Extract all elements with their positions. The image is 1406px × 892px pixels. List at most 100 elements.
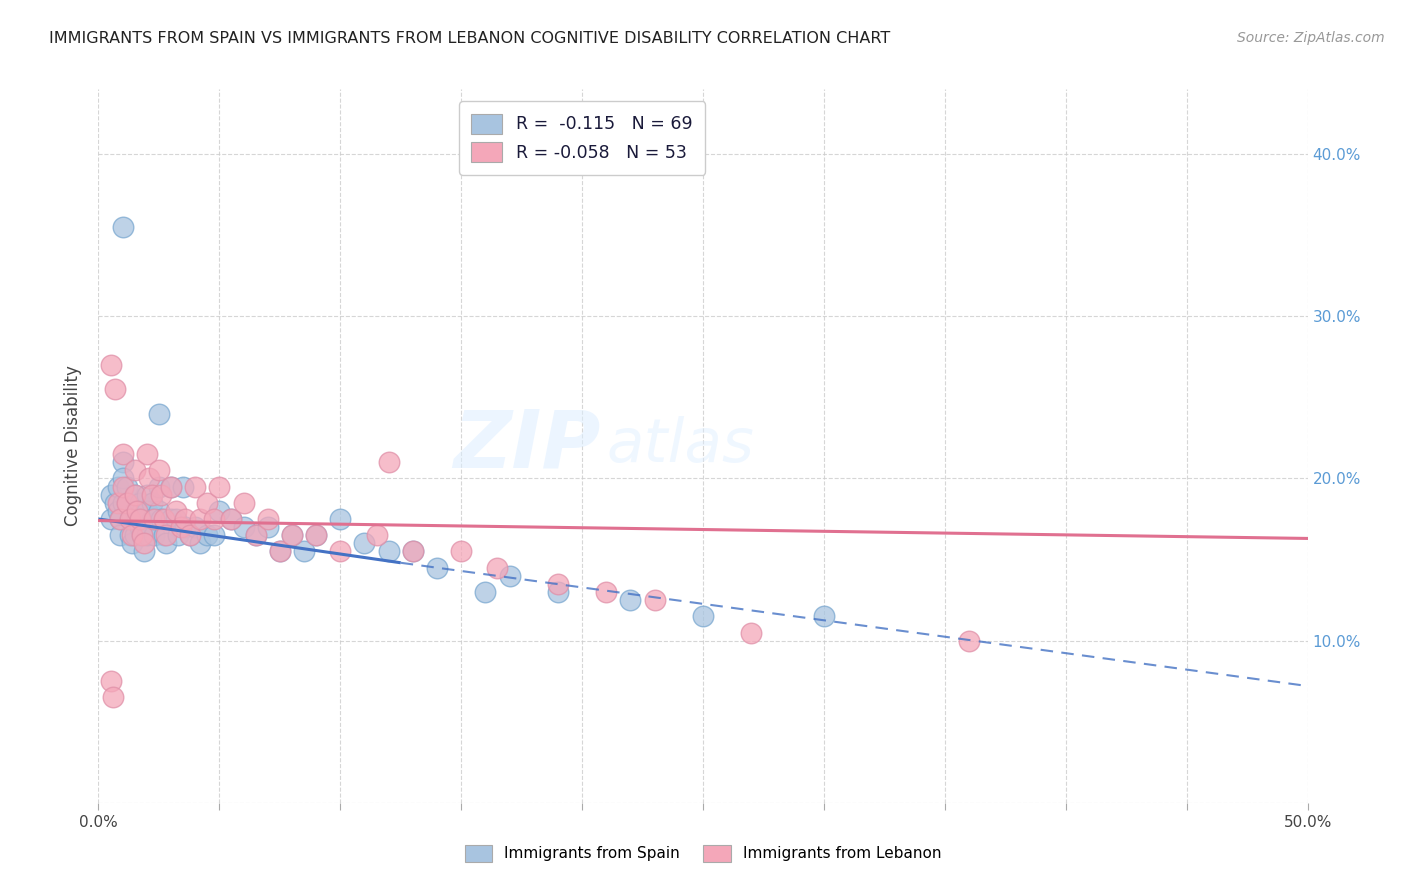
- Point: [184, 520, 207, 534]
- Point: [100, 512, 122, 526]
- Point: [111, 471, 134, 485]
- Point: [245, 528, 267, 542]
- Point: [128, 520, 150, 534]
- Point: [124, 488, 146, 502]
- Point: [152, 528, 174, 542]
- Point: [104, 496, 127, 510]
- Point: [692, 609, 714, 624]
- Point: [100, 674, 122, 689]
- Point: [155, 528, 177, 542]
- Point: [131, 528, 153, 542]
- Point: [329, 512, 352, 526]
- Point: [188, 512, 211, 526]
- Point: [121, 536, 143, 550]
- Point: [108, 528, 131, 542]
- Text: atlas: atlas: [606, 417, 754, 475]
- Point: [169, 520, 191, 534]
- Point: [135, 447, 157, 461]
- Point: [118, 528, 141, 542]
- Point: [232, 496, 254, 510]
- Point: [208, 479, 231, 493]
- Point: [100, 358, 122, 372]
- Point: [165, 512, 187, 526]
- Point: [141, 512, 163, 526]
- Point: [117, 479, 139, 493]
- Point: [118, 512, 141, 526]
- Point: [101, 690, 124, 705]
- Point: [107, 504, 129, 518]
- Point: [141, 488, 163, 502]
- Point: [221, 512, 243, 526]
- Point: [208, 504, 231, 518]
- Point: [111, 455, 134, 469]
- Legend: R =  -0.115   N = 69, R = -0.058   N = 53: R = -0.115 N = 69, R = -0.058 N = 53: [458, 102, 706, 175]
- Point: [957, 633, 980, 648]
- Point: [245, 528, 267, 542]
- Point: [474, 585, 496, 599]
- Point: [174, 520, 197, 534]
- Point: [134, 544, 156, 558]
- Point: [188, 536, 211, 550]
- Point: [174, 512, 197, 526]
- Point: [179, 528, 201, 542]
- Point: [150, 488, 173, 502]
- Point: [128, 496, 150, 510]
- Point: [377, 544, 399, 558]
- Point: [118, 512, 141, 526]
- Point: [135, 528, 157, 542]
- Point: [305, 528, 328, 542]
- Text: ZIP: ZIP: [453, 407, 600, 485]
- Text: IMMIGRANTS FROM SPAIN VS IMMIGRANTS FROM LEBANON COGNITIVE DISABILITY CORRELATIO: IMMIGRANTS FROM SPAIN VS IMMIGRANTS FROM…: [49, 31, 890, 46]
- Point: [160, 479, 183, 493]
- Point: [292, 544, 315, 558]
- Point: [281, 528, 304, 542]
- Point: [128, 512, 150, 526]
- Point: [111, 447, 134, 461]
- Point: [498, 568, 520, 582]
- Legend: Immigrants from Spain, Immigrants from Lebanon: Immigrants from Spain, Immigrants from L…: [458, 838, 948, 868]
- Point: [131, 504, 153, 518]
- Point: [195, 496, 218, 510]
- Point: [134, 536, 156, 550]
- Point: [377, 455, 399, 469]
- Point: [195, 528, 218, 542]
- Point: [155, 536, 177, 550]
- Point: [644, 593, 666, 607]
- Point: [160, 479, 183, 493]
- Point: [117, 496, 139, 510]
- Point: [108, 512, 131, 526]
- Point: [402, 544, 425, 558]
- Point: [148, 504, 170, 518]
- Point: [619, 593, 641, 607]
- Point: [117, 496, 139, 510]
- Point: [547, 577, 569, 591]
- Point: [305, 528, 328, 542]
- Point: [143, 528, 166, 542]
- Point: [111, 496, 134, 510]
- Point: [150, 512, 173, 526]
- Point: [256, 512, 278, 526]
- Point: [269, 544, 291, 558]
- Point: [179, 528, 201, 542]
- Point: [486, 560, 509, 574]
- Point: [184, 479, 207, 493]
- Point: [204, 528, 226, 542]
- Point: [152, 512, 174, 526]
- Point: [107, 479, 129, 493]
- Point: [124, 504, 146, 518]
- Point: [121, 528, 143, 542]
- Point: [221, 512, 243, 526]
- Point: [124, 528, 146, 542]
- Point: [269, 544, 291, 558]
- Point: [172, 479, 194, 493]
- Point: [104, 382, 127, 396]
- Point: [450, 544, 472, 558]
- Point: [107, 496, 129, 510]
- Point: [256, 520, 278, 534]
- Point: [121, 512, 143, 526]
- Point: [100, 488, 122, 502]
- Point: [426, 560, 449, 574]
- Point: [281, 528, 304, 542]
- Point: [138, 471, 160, 485]
- Point: [127, 504, 149, 518]
